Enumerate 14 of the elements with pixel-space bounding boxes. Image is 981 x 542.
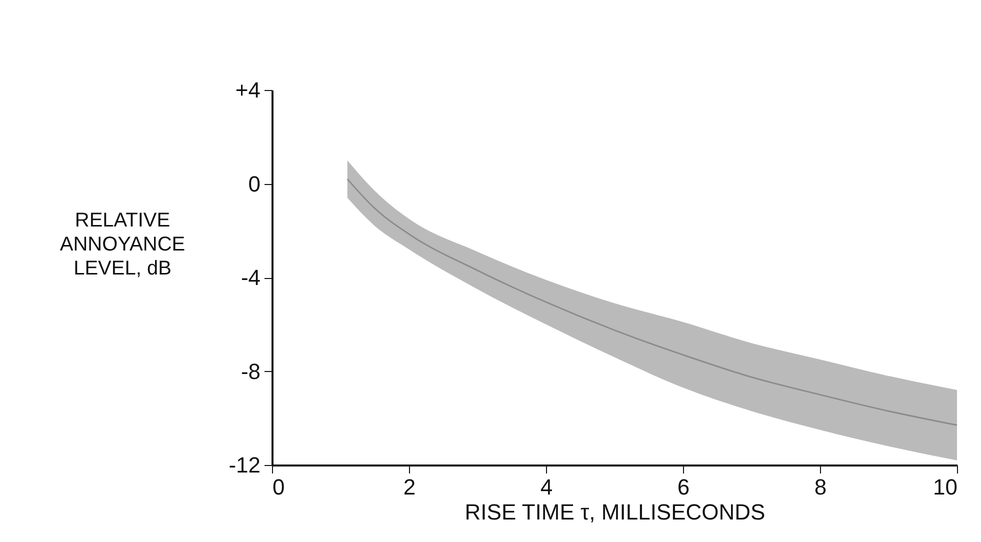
y-tick-label: -8 xyxy=(240,358,260,384)
x-tick-label: 8 xyxy=(814,474,827,500)
x-tick-label: 0 xyxy=(272,474,285,500)
x-tick-label: 4 xyxy=(540,474,553,500)
x-axis-title: RISE TIME τ, MILLISECONDS xyxy=(464,500,766,524)
line-series xyxy=(346,178,958,426)
x-tick-label: 6 xyxy=(677,474,690,500)
y-tick-label: 0 xyxy=(248,171,260,196)
y-tick-label: -4 xyxy=(240,265,260,290)
y-tick-label: -12 xyxy=(228,452,260,478)
y-tick-label: +4 xyxy=(235,78,260,102)
y-axis-title: RELATIVE ANNOYANCE LEVEL, dB xyxy=(60,210,186,280)
x-tick-label: 2 xyxy=(403,474,416,500)
x-tick-label: 10 xyxy=(933,474,958,500)
